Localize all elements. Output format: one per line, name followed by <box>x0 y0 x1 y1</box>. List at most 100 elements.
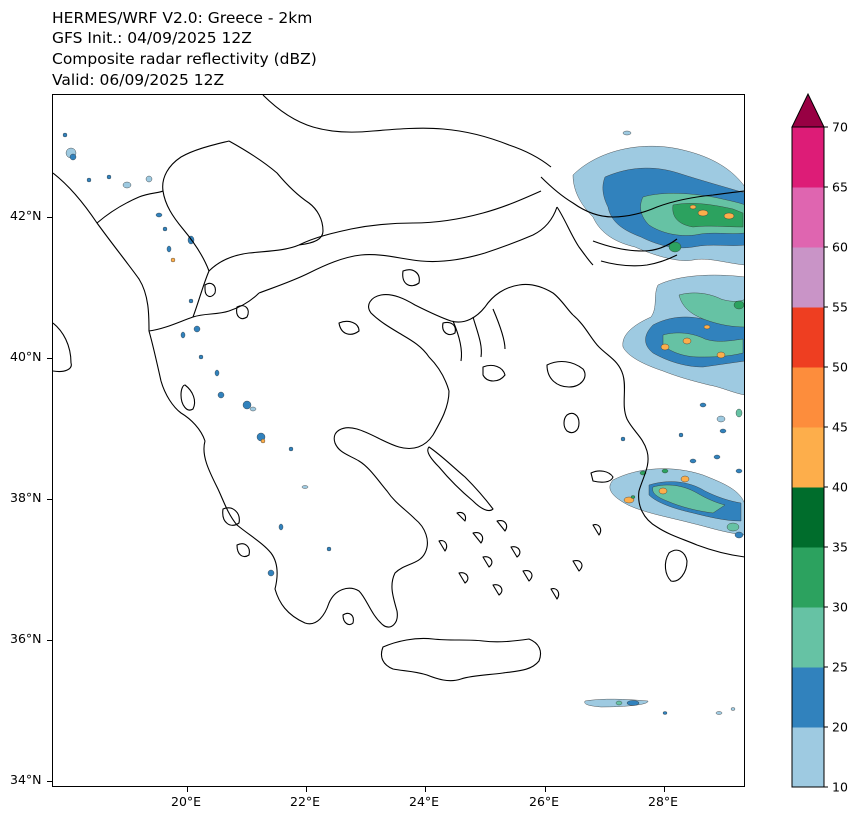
border-montenegro <box>96 190 164 224</box>
colorbar-bin <box>792 367 824 428</box>
echo-cell <box>170 257 176 263</box>
colorbar: 10202530354045505560657075 <box>791 92 848 795</box>
border-albania-greece <box>148 292 260 332</box>
lon-tick-label: 24°E <box>409 794 440 809</box>
colorbar-bin <box>792 547 824 608</box>
echo-cell <box>662 711 668 715</box>
echo-cell <box>699 402 707 408</box>
echo-cell <box>278 523 284 531</box>
coast-thasos <box>442 321 456 336</box>
border-romania <box>262 95 552 168</box>
echo-cell-orange <box>680 475 690 483</box>
lake-ohrid <box>204 282 216 298</box>
echo-cell-orange <box>716 351 726 359</box>
echo-cell <box>62 132 68 138</box>
echo-cell-orange <box>660 343 670 351</box>
echo-cell <box>193 325 201 333</box>
lon-tick-mark <box>425 787 426 792</box>
map-title-model: HERMES/WRF V2.0: Greece - 2km <box>52 9 313 27</box>
echo-cell <box>86 177 92 183</box>
echo-cell <box>155 212 163 218</box>
coast-kythira <box>342 612 354 626</box>
lat-tick-mark <box>47 217 52 218</box>
echo-cell <box>106 174 112 180</box>
lat-tick-mark <box>47 781 52 782</box>
echo-cell-orange <box>723 212 735 220</box>
echo-cell <box>198 354 204 360</box>
lon-tick-label: 20°E <box>171 794 202 809</box>
border-serbia <box>162 140 230 272</box>
echo-cell <box>713 454 721 460</box>
coast-black-sea <box>540 176 744 218</box>
colorbar-ticks: 10202530354045505560657075 <box>824 120 848 795</box>
colorbar-bins <box>792 127 824 788</box>
colorbar-tick-label: 45 <box>832 420 848 435</box>
echo-cell <box>733 300 744 310</box>
colorbar-tick-label: 35 <box>832 540 848 555</box>
lat-tick-mark <box>47 358 52 359</box>
colorbar-tick-label: 10 <box>832 780 848 795</box>
coast-kefalonia <box>222 507 240 526</box>
colorbar-tick-label: 65 <box>832 180 848 195</box>
coast-turkey-aegean <box>572 314 744 558</box>
coast-cyclades <box>438 511 602 600</box>
colorbar-tick-label: 20 <box>832 720 848 735</box>
colorbar-bin <box>792 427 824 488</box>
echo-cell <box>630 495 636 499</box>
colorbar-bin <box>792 307 824 368</box>
lon-tick-label: 26°E <box>529 794 560 809</box>
lat-tick-label: 34°N <box>10 772 42 787</box>
colorbar-bin <box>792 727 824 788</box>
echo-area-anatolia-green <box>662 332 744 358</box>
coast-marmara-south <box>600 254 678 267</box>
lon-tick-mark <box>306 787 307 792</box>
lat-tick-mark <box>47 640 52 641</box>
colorbar-tick-label: 40 <box>832 480 848 495</box>
border-north-macedonia <box>192 244 300 318</box>
colorbar-tick-label: 55 <box>832 300 848 315</box>
colorbar-tick-label: 70 <box>832 120 848 135</box>
colorbar-outline <box>791 126 825 788</box>
echo-cell <box>217 391 225 399</box>
coast-chios <box>563 412 580 434</box>
echo-cell <box>326 546 332 552</box>
coast-chalkidiki-1 <box>452 320 463 362</box>
colorbar-tick-label: 60 <box>832 240 848 255</box>
echo-cell <box>145 175 153 183</box>
lon-tick-label: 28°E <box>648 794 679 809</box>
coast-samos <box>590 470 614 483</box>
echo-area-thrace-green2 <box>672 203 744 228</box>
echo-cell <box>214 369 220 377</box>
coast-lemnos <box>482 364 506 382</box>
map-title-field: Composite radar reflectivity (dBZ) <box>52 50 317 68</box>
lon-tick-mark <box>545 787 546 792</box>
lake-prespa <box>236 305 249 320</box>
colorbar-tick-label: 50 <box>832 360 848 375</box>
map-canvas <box>53 95 744 715</box>
colorbar-bin <box>792 127 824 188</box>
echo-cell-orange <box>697 209 709 217</box>
echo-cell <box>122 181 132 189</box>
echo-area-izmir-green <box>652 484 726 514</box>
echo-cell-orange <box>658 487 668 495</box>
lat-tick-label: 40°N <box>10 349 42 364</box>
coast-euboea <box>427 446 494 512</box>
echo-cell <box>689 458 697 464</box>
echo-cell <box>719 428 727 434</box>
lat-tick-label: 38°N <box>10 490 42 505</box>
echo-cell <box>162 226 168 232</box>
echo-cell <box>301 485 309 489</box>
lon-tick-mark <box>187 787 188 792</box>
colorbar-bin <box>792 487 824 548</box>
coast-crete <box>380 637 542 682</box>
echo-cell <box>678 432 684 438</box>
lake-vegoritida <box>402 269 420 287</box>
echo-cell <box>288 446 294 452</box>
coast-italy-heel <box>53 322 72 373</box>
echo-cell <box>267 569 275 577</box>
coast-chalkidiki-3 <box>492 308 506 350</box>
echo-cell <box>726 522 740 532</box>
colorbar-extend-arrow <box>791 92 825 128</box>
lat-tick-mark <box>47 499 52 500</box>
echo-cell <box>620 436 626 442</box>
